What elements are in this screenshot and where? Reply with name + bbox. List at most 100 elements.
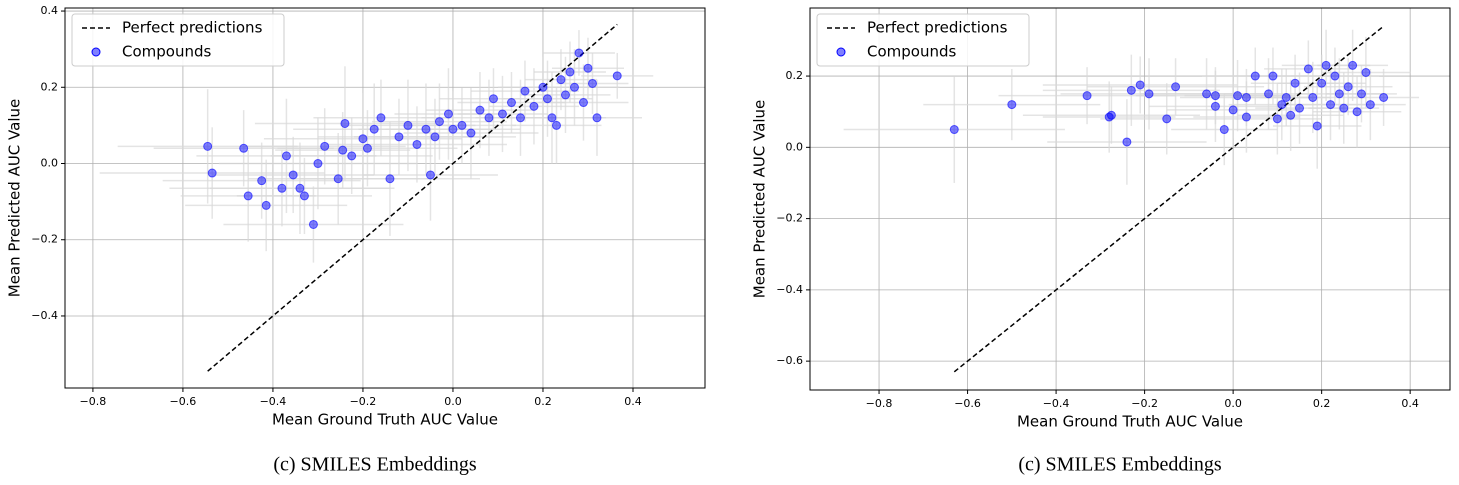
point [412,139,422,149]
y-tick-label: 0.0 [786,140,804,153]
legend-box [71,13,285,67]
point [612,71,622,81]
legend-box [816,13,1030,67]
point [560,90,570,100]
point [1290,78,1300,88]
point [1308,92,1318,102]
point [574,48,584,58]
x-tick-label: −0.8 [80,395,107,408]
point [565,67,575,77]
point [497,109,507,119]
point [1210,101,1220,111]
point [484,113,494,123]
point [299,191,309,201]
point [338,145,348,155]
plot-frame [809,7,1451,391]
point [538,82,548,92]
point [1126,85,1136,95]
point [569,82,579,92]
point [506,98,516,108]
point [448,124,458,134]
legend-label: Compounds [867,43,956,61]
point [340,118,350,128]
y-tick-label: −0.4 [776,283,803,296]
y-axis-label: Mean Predicted AUC Value [6,99,24,298]
subplot: −0.8 −0.6 −0.4 −0.2 0.0 0.2 0.4 −0.6 −0.4 −0.2 0.0… [751,7,1451,476]
point [430,132,440,142]
point [1171,82,1181,92]
point [1219,125,1229,135]
point [362,143,372,153]
y-tick-label: −0.6 [776,354,803,367]
point [583,63,593,73]
x-tick-label: −0.4 [1043,397,1070,410]
point [1312,121,1322,131]
point [1339,103,1349,113]
point [239,143,249,153]
point [475,105,485,115]
point [1334,89,1344,99]
plot-frame [64,7,706,389]
point [320,141,330,151]
subplot: −0.8 −0.6 −0.4 −0.2 0.0 0.2 0.4 −0.4 −0.2 0.0 0.2 0… [6,4,706,476]
point [1352,107,1362,117]
x-tick-label: 0.2 [534,395,552,408]
point [1321,60,1331,70]
point [425,170,435,180]
point [203,141,213,151]
x-tick-label: −0.8 [866,397,893,410]
point [1106,110,1116,120]
point [551,120,561,130]
x-tick-label: −0.4 [260,395,287,408]
point [333,174,343,184]
legend-label: Perfect predictions [867,19,1008,37]
point [556,75,566,85]
point [547,113,557,123]
x-tick-label: −0.6 [954,397,981,410]
x-axis-label: Mean Ground Truth AUC Value [272,411,498,429]
point [515,113,525,123]
x-tick-label: 0.4 [624,395,642,408]
point [587,78,597,88]
point [1007,100,1017,110]
point [1286,110,1296,120]
point [1250,71,1260,81]
point [949,125,959,135]
point [1228,105,1238,115]
perfect-line [207,23,618,372]
point [529,101,539,111]
perfect-line [953,25,1385,373]
point [1348,60,1358,70]
point [1264,89,1274,99]
point [394,132,404,142]
point [257,176,267,186]
point [1241,92,1251,102]
y-tick-label: −0.2 [776,212,803,225]
point [277,183,287,193]
point [542,94,552,104]
point [434,117,444,127]
point [376,113,386,123]
point [1361,67,1371,77]
y-tick-label: 0.2 [41,80,59,93]
y-tick-label: 0.0 [41,157,59,170]
point [1277,100,1287,110]
point [261,200,271,210]
y-axis-label: Mean Predicted AUC Value [751,100,769,299]
point [1330,71,1340,81]
x-tick-label: 0.0 [444,395,462,408]
point [520,86,530,96]
point [1317,78,1327,88]
point [1162,114,1172,124]
point [421,124,431,134]
point [1295,103,1305,113]
point [443,109,453,119]
point [578,98,588,108]
x-tick-label: −0.2 [350,395,377,408]
y-tick-label: −0.2 [31,233,58,246]
x-tick-label: −0.2 [1131,397,1158,410]
point [1082,91,1092,101]
point [295,183,305,193]
point [1281,92,1291,102]
point [347,151,357,161]
